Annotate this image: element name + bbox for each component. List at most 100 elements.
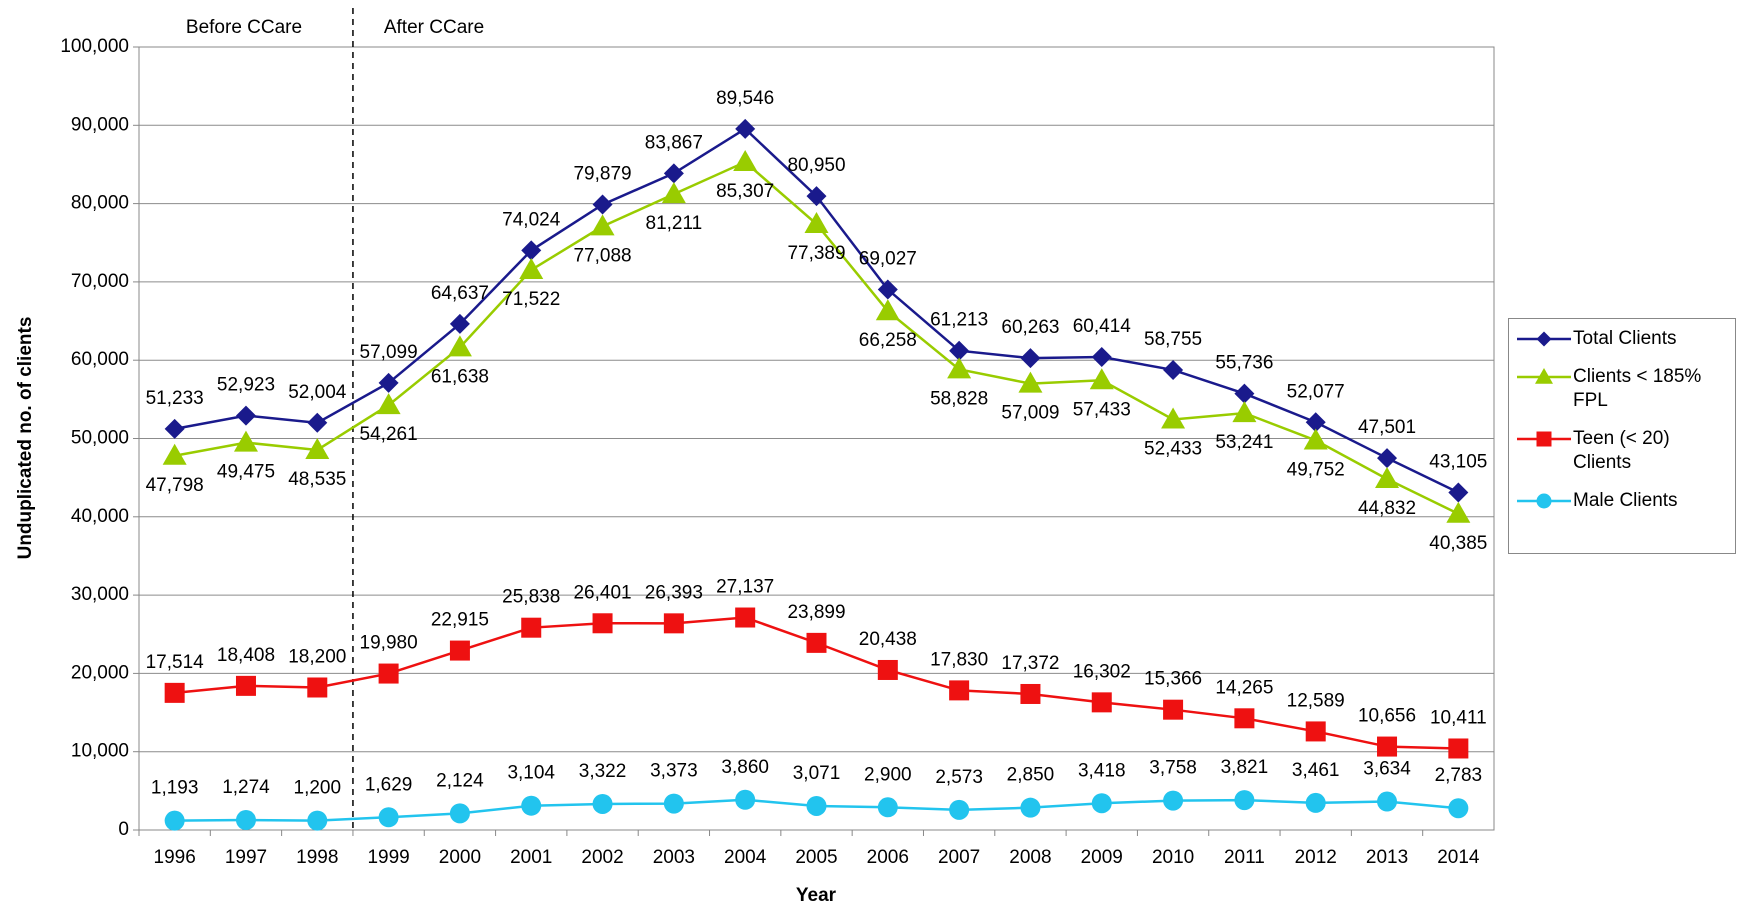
data-label: 3,821 [1221, 757, 1269, 778]
data-label: 80,950 [787, 155, 845, 176]
data-label: 52,077 [1287, 381, 1345, 402]
point [1377, 791, 1398, 812]
point [735, 607, 756, 628]
data-label: 52,433 [1144, 438, 1202, 459]
point [1448, 738, 1469, 759]
data-label: 60,263 [1001, 317, 1059, 338]
legend-label: Teen (< 20) Clients [1573, 428, 1670, 473]
point [1020, 797, 1041, 818]
point [663, 163, 684, 184]
y-tick-label: 80,000 [71, 193, 129, 214]
data-label: 26,401 [573, 582, 631, 603]
data-label: 52,923 [217, 375, 275, 396]
point [521, 795, 542, 816]
point [806, 186, 827, 207]
x-tick-label: 2010 [1152, 847, 1194, 868]
data-label: 3,758 [1149, 758, 1197, 779]
point [521, 617, 542, 638]
data-label: 2,850 [1007, 765, 1055, 786]
data-label: 1,274 [222, 777, 270, 798]
data-label: 74,024 [502, 209, 561, 230]
legend-swatch [1517, 368, 1571, 384]
data-label: 27,137 [716, 577, 774, 598]
point [1446, 501, 1471, 523]
point [449, 803, 470, 824]
y-tick-label: 0 [118, 819, 129, 840]
data-label: 20,438 [859, 629, 917, 650]
point [164, 418, 185, 439]
data-label: 3,860 [721, 757, 769, 778]
point [1375, 466, 1400, 488]
x-tick-label: 1999 [367, 847, 409, 868]
legend-label: Clients < 185% FPL [1573, 366, 1702, 411]
point [233, 430, 258, 452]
point [1018, 371, 1043, 393]
point [164, 682, 185, 703]
x-tick-label: 2000 [439, 847, 481, 868]
point [1020, 683, 1041, 704]
x-tick-label: 2012 [1295, 847, 1337, 868]
point [1163, 359, 1184, 380]
data-label: 1,193 [151, 778, 199, 799]
point [735, 118, 756, 139]
point [305, 437, 330, 459]
data-label: 83,867 [645, 132, 703, 153]
point [1305, 792, 1326, 813]
point [804, 212, 829, 234]
point [949, 799, 970, 820]
annotation: Before CCare [186, 17, 302, 38]
data-label: 77,088 [573, 245, 631, 266]
legend-swatch [1517, 331, 1571, 347]
data-label: 1,200 [294, 778, 342, 799]
data-label: 3,418 [1078, 760, 1126, 781]
x-tick-label: 1996 [154, 847, 196, 868]
data-label: 22,915 [431, 610, 489, 631]
x-axis-label: Year [796, 885, 837, 906]
data-label: 3,373 [650, 761, 698, 782]
y-axis-label: Unduplicated no. of clients [15, 317, 36, 560]
data-label: 48,535 [288, 469, 346, 490]
point [735, 789, 756, 810]
point [1448, 482, 1469, 503]
legend-item: Teen (< 20) Clients [1515, 427, 1729, 475]
data-label: 15,366 [1144, 669, 1202, 690]
data-label: 18,408 [217, 645, 275, 666]
point [877, 797, 898, 818]
legend-marker [1536, 493, 1552, 509]
legend-marker [1535, 368, 1553, 384]
data-label: 14,265 [1215, 677, 1273, 698]
point [1091, 346, 1112, 367]
data-label: 3,461 [1292, 760, 1340, 781]
point [1234, 790, 1255, 811]
legend-item: Total Clients [1515, 327, 1729, 351]
data-label: 17,514 [146, 652, 205, 673]
legend-marker [1536, 431, 1552, 447]
point [1161, 407, 1186, 429]
x-tick-label: 2001 [510, 847, 552, 868]
data-label: 61,638 [431, 366, 489, 387]
point [376, 393, 401, 415]
point [235, 405, 256, 426]
legend-item: Clients < 185% FPL [1515, 365, 1729, 413]
data-label: 3,322 [579, 761, 627, 782]
y-tick-label: 50,000 [71, 428, 129, 449]
point [307, 412, 328, 433]
point [378, 372, 399, 393]
point [1377, 736, 1398, 757]
x-tick-label: 2003 [653, 847, 695, 868]
point [1020, 348, 1041, 369]
point [592, 194, 613, 215]
point [307, 677, 328, 698]
data-label: 3,104 [507, 763, 555, 784]
data-label: 77,389 [787, 243, 845, 264]
point [590, 214, 615, 236]
data-label: 47,501 [1358, 417, 1416, 438]
data-label: 16,302 [1073, 661, 1131, 682]
data-label: 23,899 [787, 602, 845, 623]
plot-frame [138, 46, 1495, 831]
data-label: 17,372 [1001, 653, 1059, 674]
point [661, 182, 686, 204]
point [449, 313, 470, 334]
x-tick-label: 2006 [867, 847, 909, 868]
point [1232, 401, 1257, 423]
